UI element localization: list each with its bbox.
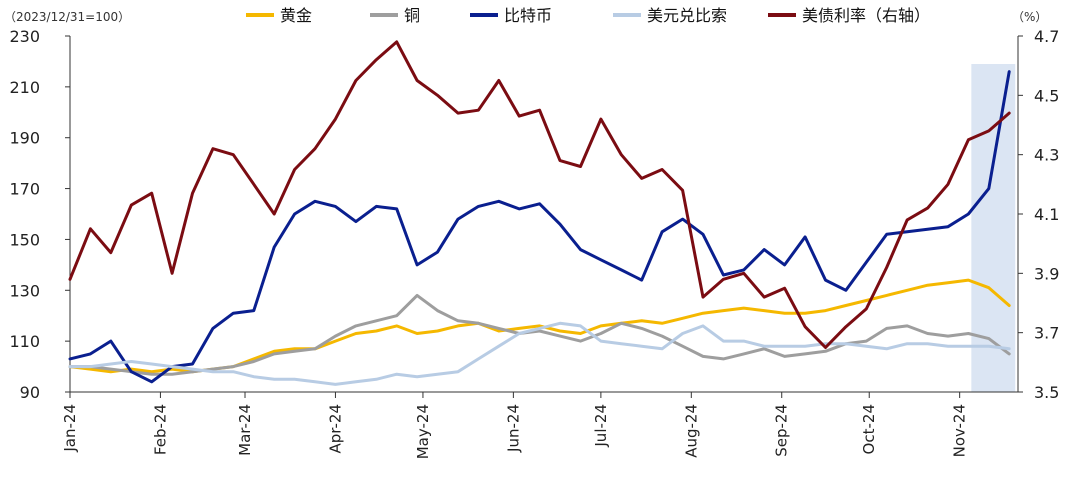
x-tick-label: Sep-24 xyxy=(773,404,791,457)
left-axis-note: （2023/12/31=100） xyxy=(4,10,130,24)
y-left-tick-label: 210 xyxy=(9,78,40,97)
y-right-tick-label: 3.9 xyxy=(1034,264,1059,283)
series-line-3 xyxy=(68,321,1011,386)
y-right-tick-label: 4.1 xyxy=(1034,205,1059,224)
legend-label: 黄金 xyxy=(280,6,312,25)
y-right-tick-label: 4.7 xyxy=(1034,27,1059,46)
series-line-4 xyxy=(68,40,1011,349)
x-tick-label: Jun-24 xyxy=(504,404,522,453)
y-left-tick-label: 230 xyxy=(9,27,40,46)
x-tick-label: Aug-24 xyxy=(682,404,700,458)
y-right-tick-label: 4.3 xyxy=(1034,146,1059,165)
y-left-tick-label: 90 xyxy=(20,383,40,402)
legend-label: 美债利率（右轴） xyxy=(802,6,930,25)
y-left-tick-label: 190 xyxy=(9,129,40,148)
legend: 黄金 铜 比特币 美元兑比索 美债利率（右轴） xyxy=(246,6,930,25)
x-tick-label: Jan-24 xyxy=(61,404,79,453)
y-left-tick-label: 170 xyxy=(9,180,40,199)
legend-label: 比特币 xyxy=(504,6,552,25)
y-left-tick-label: 110 xyxy=(9,332,40,351)
x-tick-label: Nov-24 xyxy=(951,404,969,457)
series-layer xyxy=(68,40,1011,386)
x-tick-label: Jul-24 xyxy=(592,404,610,448)
series-line-0 xyxy=(68,278,1011,374)
legend-label: 美元兑比索 xyxy=(647,6,727,25)
x-tick-label: May-24 xyxy=(414,404,432,459)
axes: 90 110 130 150 170 190 210 230 3.5 3.7 3.9 4.1 4.3 4.… xyxy=(9,27,1059,459)
right-axis-note: （%） xyxy=(1012,10,1047,24)
x-tick-label: Apr-24 xyxy=(326,404,344,454)
x-tick-label: Mar-24 xyxy=(236,404,254,456)
series-line-1 xyxy=(68,293,1011,376)
y-left-tick-label: 130 xyxy=(9,281,40,300)
y-left-tick-label: 150 xyxy=(9,230,40,249)
x-tick-label: Oct-24 xyxy=(860,404,878,454)
series-line-2 xyxy=(68,70,1011,384)
y-right-tick-label: 4.5 xyxy=(1034,86,1059,105)
x-tick-label: Feb-24 xyxy=(151,404,169,455)
y-right-tick-label: 3.5 xyxy=(1034,383,1059,402)
legend-label: 铜 xyxy=(404,6,420,25)
y-right-tick-label: 3.7 xyxy=(1034,324,1059,343)
